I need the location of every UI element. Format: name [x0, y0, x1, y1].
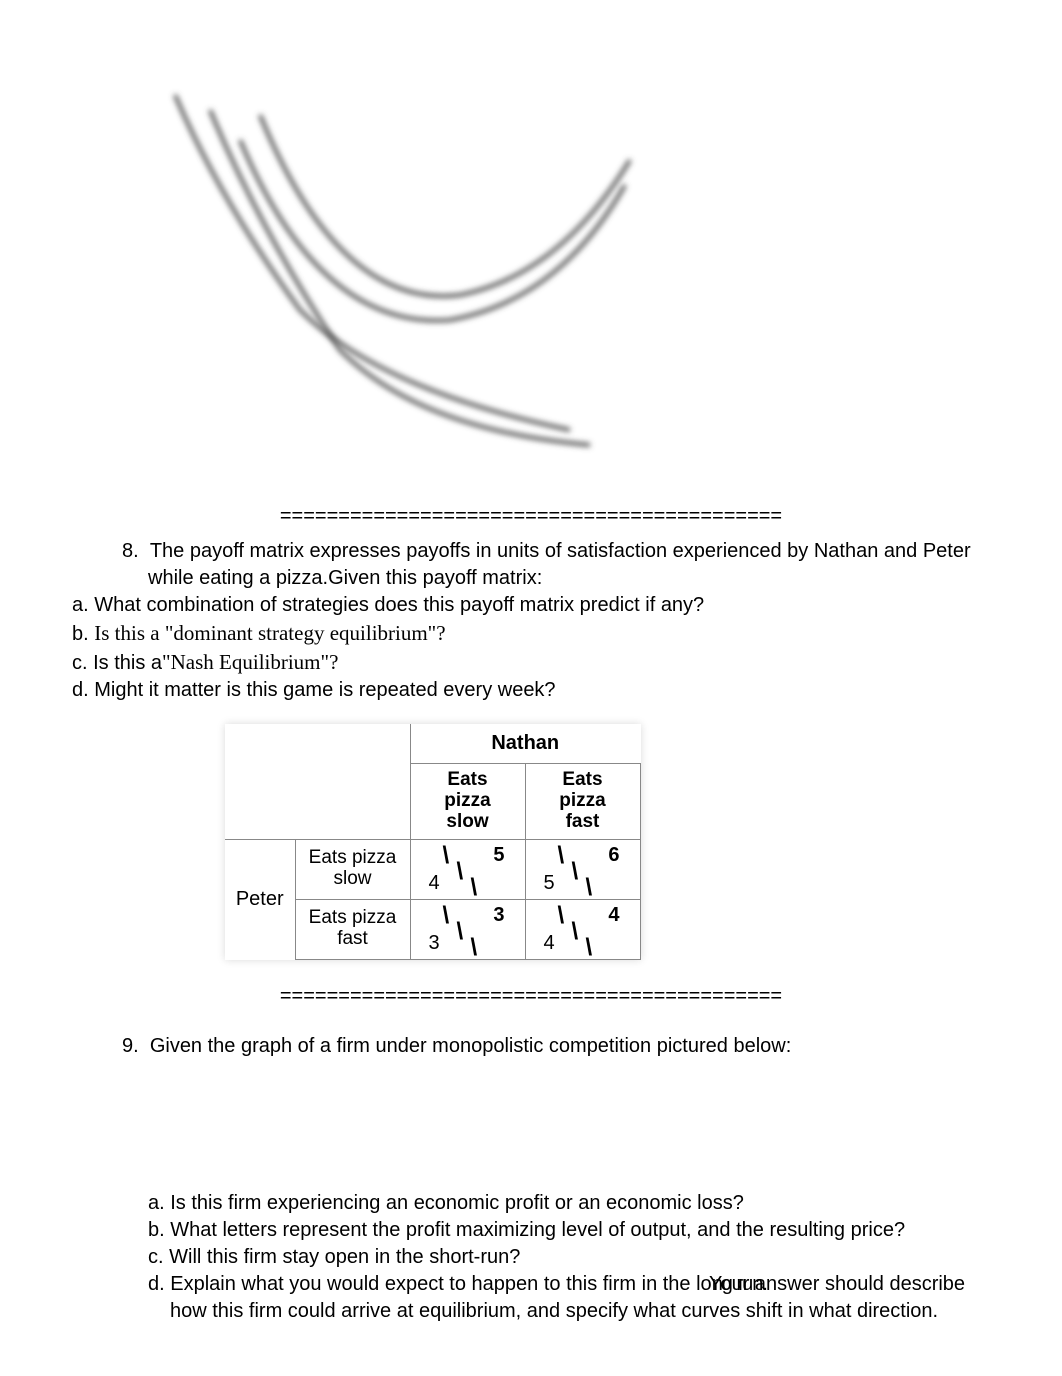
q8-b-text: Is this a "dominant strategy equilibrium… [94, 621, 445, 645]
payoff-1-1-col: 4 [608, 904, 619, 927]
q9-b-text: What letters represent the profit maximi… [170, 1219, 905, 1241]
payoff-0-0-col: 5 [493, 844, 504, 867]
matrix-row-strategy-0: Eats pizzaslow [295, 839, 410, 899]
payoff-0-1-row: 5 [544, 872, 555, 895]
matrix-col-strategy-1: Eats pizzafast [525, 764, 640, 840]
q8-number: 8. [122, 540, 139, 562]
payoff-cell-0-1: 6 \ \ \ 5 [525, 839, 640, 899]
q9-body: Given the graph of a firm under monopoli… [150, 1035, 791, 1057]
matrix-col-player: Nathan [410, 724, 640, 764]
q8-a-text: What combination of strategies does this… [94, 594, 704, 616]
payoff-1-1-row: 4 [544, 932, 555, 955]
diag-icon: \ [586, 878, 593, 898]
q8-b: b. Is this a "dominant strategy equilibr… [70, 619, 992, 648]
q9-a: a. Is this firm experiencing an economic… [148, 1190, 992, 1217]
diag-icon: \ [558, 846, 565, 866]
q9-d: d. Explain what you would expect to happ… [148, 1271, 992, 1325]
diag-icon: \ [443, 906, 450, 926]
diag-icon: \ [457, 922, 464, 942]
payoff-1-0-row: 3 [429, 932, 440, 955]
payoff-matrix: Nathan Eats pizzaslow Eats pizzafast Pet… [225, 724, 992, 965]
diag-icon: \ [457, 862, 464, 882]
divider-1: ========================================… [70, 505, 992, 528]
payoff-cell-0-0: 5 \ \ \ 4 [410, 839, 525, 899]
q8-c-text1: Is this a [93, 652, 162, 674]
q8-text: 8. The payoff matrix expresses payoffs i… [70, 538, 992, 592]
payoff-cell-1-0: 3 \ \ \ 3 [410, 899, 525, 959]
q9-c-text: Will this firm stay open in the short-ru… [169, 1246, 520, 1268]
q9-d-text1: Explain what you would expect to happen … [170, 1273, 711, 1295]
divider-2: ========================================… [70, 985, 992, 1008]
q8-a: a. What combination of strategies does t… [70, 592, 992, 619]
q8-d: d. Might it matter is this game is repea… [70, 677, 992, 704]
q9-text: 9. Given the graph of a firm under monop… [70, 1033, 992, 1060]
q8-body-2: Given this payoff matrix: [328, 567, 542, 589]
payoff-0-0-row: 4 [429, 872, 440, 895]
matrix-table: Nathan Eats pizzaslow Eats pizzafast Pet… [225, 724, 641, 960]
diag-icon: \ [586, 938, 593, 958]
question-9: 9. Given the graph of a firm under monop… [70, 1033, 992, 1060]
matrix-row-strategy-1: Eats pizzafast [295, 899, 410, 959]
q8-d-text: Might it matter is this game is repeated… [94, 679, 555, 701]
payoff-1-0-col: 3 [493, 904, 504, 927]
q8-body-1: The payoff matrix expresses payoffs in u… [148, 540, 971, 589]
economics-graph [160, 80, 992, 475]
payoff-cell-1-1: 4 \ \ \ 4 [525, 899, 640, 959]
q9-b: b. What letters represent the profit max… [148, 1217, 992, 1244]
diag-icon: \ [572, 922, 579, 942]
q9-subitems: a. Is this firm experiencing an economic… [70, 1190, 992, 1325]
diag-icon: \ [572, 862, 579, 882]
matrix-col-strategy-0: Eats pizzaslow [410, 764, 525, 840]
graph-svg [160, 80, 650, 470]
diag-icon: \ [471, 938, 478, 958]
q8-c-text2: "Nash Equilibrium"? [162, 650, 338, 674]
question-8: 8. The payoff matrix expresses payoffs i… [70, 538, 992, 704]
diag-icon: \ [471, 878, 478, 898]
payoff-0-1-col: 6 [608, 844, 619, 867]
q9-d-insert: Your an [709, 1273, 777, 1295]
q8-c: c. Is this a"Nash Equilibrium"? [70, 648, 992, 677]
matrix-empty-corner [225, 724, 410, 839]
q9-c: c. Will this firm stay open in the short… [148, 1244, 992, 1271]
q9-a-text: Is this firm experiencing an economic pr… [170, 1192, 744, 1214]
matrix-row-player: Peter [225, 839, 295, 959]
diag-icon: \ [558, 906, 565, 926]
diag-icon: \ [443, 846, 450, 866]
q9-number: 9. [122, 1035, 139, 1057]
